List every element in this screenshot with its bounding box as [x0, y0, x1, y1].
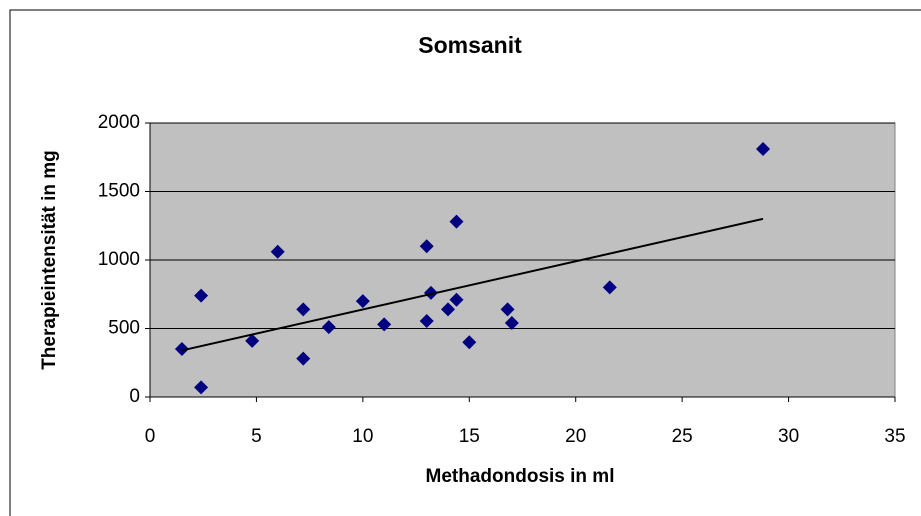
data-point	[449, 214, 464, 229]
data-point	[270, 244, 285, 259]
x-tick-label: 35	[884, 426, 905, 447]
data-point	[321, 320, 336, 335]
y-tick-label: 500	[108, 318, 140, 339]
x-axis-label: Methadondosis in ml	[426, 466, 615, 487]
data-point	[296, 351, 311, 366]
data-point	[423, 285, 438, 300]
data-point	[174, 342, 189, 357]
trendline	[181, 217, 764, 352]
x-tick-label: 30	[778, 426, 799, 447]
data-point	[756, 142, 771, 157]
x-tick-label: 10	[352, 426, 373, 447]
x-tick-label: 5	[251, 426, 262, 447]
data-point	[441, 302, 455, 317]
x-tick-label: 15	[459, 426, 480, 447]
data-point	[355, 294, 370, 309]
x-tick-label: 0	[145, 426, 156, 447]
data-point	[377, 317, 392, 332]
data-point	[245, 333, 260, 348]
data-point	[504, 316, 519, 331]
data-point	[419, 313, 434, 328]
y-tick-label: 2000	[98, 112, 140, 133]
y-axis-label: Therapieintensität in mg	[39, 150, 60, 370]
x-tick-label: 25	[672, 426, 693, 447]
y-tick-label: 1000	[98, 249, 140, 270]
chart-title: Somsanit	[418, 32, 522, 58]
y-tick-label: 0	[129, 386, 140, 407]
data-point	[194, 288, 209, 303]
data-point	[449, 292, 464, 307]
y-tick-label: 1500	[98, 181, 140, 202]
data-point	[194, 380, 209, 395]
x-tick-label: 20	[565, 426, 586, 447]
data-point	[419, 239, 434, 254]
data-point	[462, 335, 477, 350]
data-point	[296, 302, 311, 317]
data-point	[602, 280, 617, 295]
data-point	[500, 302, 515, 317]
